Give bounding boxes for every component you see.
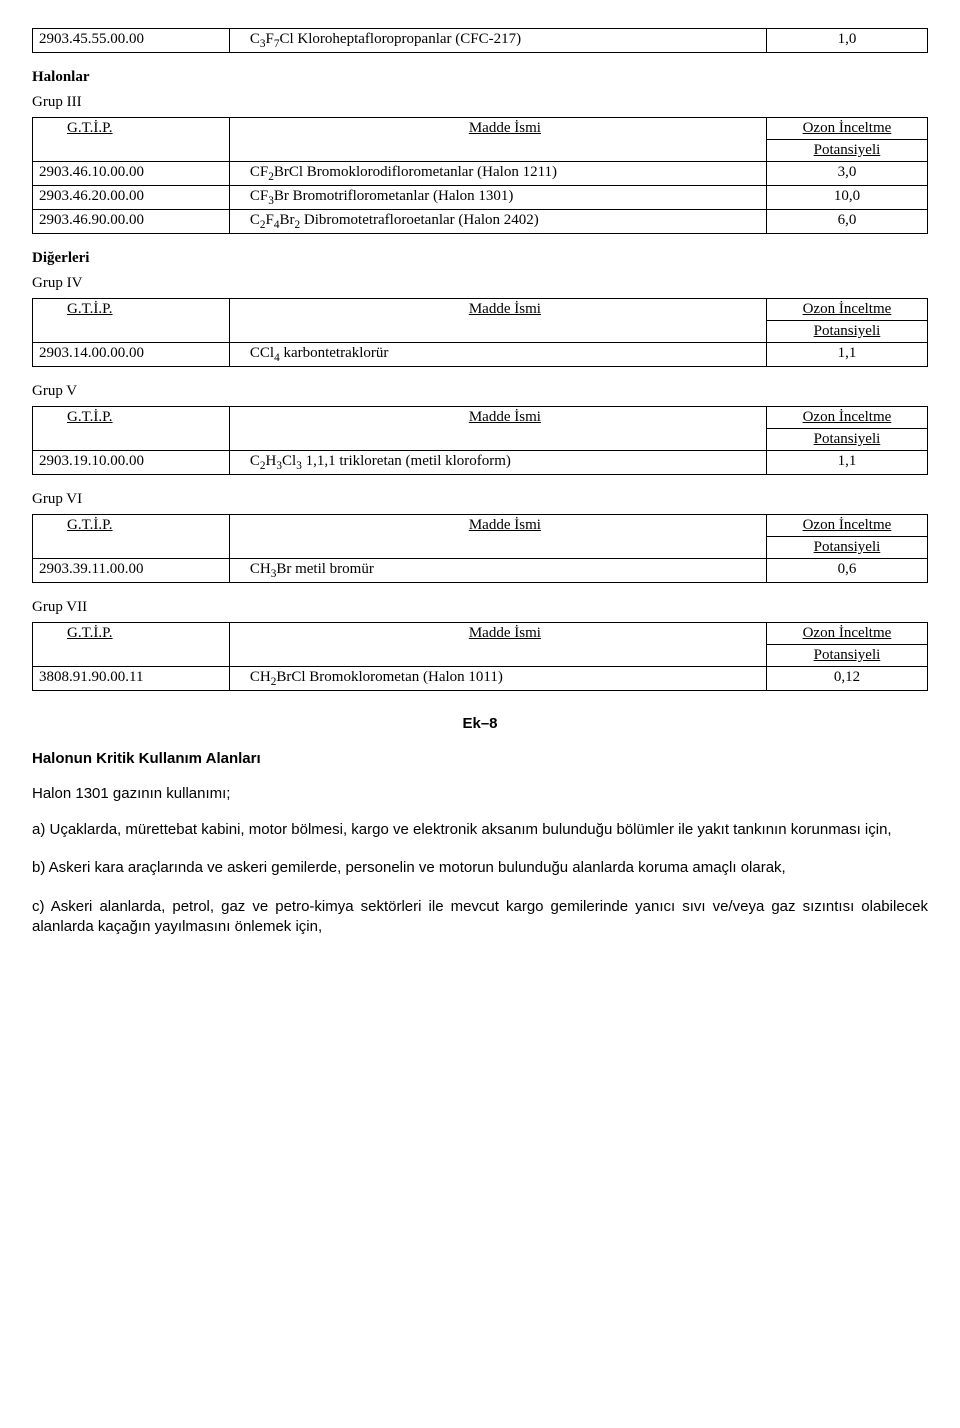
header-pot: Potansiyeli: [766, 321, 927, 343]
header-oi: Ozon İnceltme: [766, 407, 927, 429]
cell-code: 2903.39.11.00.00: [33, 559, 230, 583]
table-grup7: G.T.İ.P. Madde İsmi Ozon İnceltme Potans…: [32, 622, 928, 691]
table-row: 2903.45.55.00.00 C3F7Cl Kloroheptaflorop…: [33, 29, 928, 53]
table-header-row: G.T.İ.P. Madde İsmi Ozon İnceltme: [33, 515, 928, 537]
table-header-row: G.T.İ.P. Madde İsmi Ozon İnceltme: [33, 118, 928, 140]
cell-code: 2903.45.55.00.00: [33, 29, 230, 53]
table-grup4: G.T.İ.P. Madde İsmi Ozon İnceltme Potans…: [32, 298, 928, 367]
table-grup5: G.T.İ.P. Madde İsmi Ozon İnceltme Potans…: [32, 406, 928, 475]
header-pot: Potansiyeli: [766, 537, 927, 559]
cell-code: 2903.19.10.00.00: [33, 451, 230, 475]
cell-value: 1,1: [766, 451, 927, 475]
header-name: Madde İsmi: [229, 299, 766, 343]
table-row: 2903.14.00.00.00 CCl4 karbontetraklorür …: [33, 343, 928, 367]
cell-code: 3808.91.90.00.11: [33, 667, 230, 691]
header-oi: Ozon İnceltme: [766, 623, 927, 645]
table-cfc217: 2903.45.55.00.00 C3F7Cl Kloroheptaflorop…: [32, 28, 928, 53]
table-row: 2903.46.20.00.00 CF3Br Bromotriflorometa…: [33, 186, 928, 210]
header-pot: Potansiyeli: [766, 645, 927, 667]
table-row: 3808.91.90.00.11 CH2BrCl Bromoklorometan…: [33, 667, 928, 691]
cell-name: C2H3Cl3 1,1,1 trikloretan (metil klorofo…: [229, 451, 766, 475]
header-code: G.T.İ.P.: [33, 299, 230, 343]
table-row: 2903.46.90.00.00 C2F4Br2 Dibromotetraflo…: [33, 210, 928, 234]
cell-code: 2903.46.20.00.00: [33, 186, 230, 210]
header-oi: Ozon İnceltme: [766, 299, 927, 321]
cell-name: CCl4 karbontetraklorür: [229, 343, 766, 367]
table-row: 2903.39.11.00.00 CH3Br metil bromür 0,6: [33, 559, 928, 583]
paragraph-a: a) Uçaklarda, mürettebat kabini, motor b…: [32, 820, 928, 840]
heading-grup3: Grup III: [32, 94, 928, 111]
cell-value: 1,0: [766, 29, 927, 53]
table-row: 2903.46.10.00.00 CF2BrCl Bromoklorodiflo…: [33, 162, 928, 186]
ek8-label: Ek–8: [32, 715, 928, 732]
cell-name: C3F7Cl Kloroheptafloropropanlar (CFC-217…: [229, 29, 766, 53]
cell-name: CF3Br Bromotriflorometanlar (Halon 1301): [229, 186, 766, 210]
header-oi: Ozon İnceltme: [766, 515, 927, 537]
header-code: G.T.İ.P.: [33, 623, 230, 667]
table-grup6: G.T.İ.P. Madde İsmi Ozon İnceltme Potans…: [32, 514, 928, 583]
heading-grup5: Grup V: [32, 383, 928, 400]
ek8-title: Halonun Kritik Kullanım Alanları: [32, 750, 928, 767]
header-pot: Potansiyeli: [766, 429, 927, 451]
cell-value: 3,0: [766, 162, 927, 186]
cell-value: 0,12: [766, 667, 927, 691]
cell-value: 10,0: [766, 186, 927, 210]
header-code: G.T.İ.P.: [33, 407, 230, 451]
cell-name: CH2BrCl Bromoklorometan (Halon 1011): [229, 667, 766, 691]
table-header-row: G.T.İ.P. Madde İsmi Ozon İnceltme: [33, 407, 928, 429]
cell-name: CF2BrCl Bromoklorodiflorometanlar (Halon…: [229, 162, 766, 186]
heading-grup4: Grup IV: [32, 275, 928, 292]
cell-code: 2903.46.90.00.00: [33, 210, 230, 234]
heading-grup7: Grup VII: [32, 599, 928, 616]
header-name: Madde İsmi: [229, 515, 766, 559]
header-pot: Potansiyeli: [766, 140, 927, 162]
header-name: Madde İsmi: [229, 623, 766, 667]
header-oi: Ozon İnceltme: [766, 118, 927, 140]
table-header-row: G.T.İ.P. Madde İsmi Ozon İnceltme: [33, 623, 928, 645]
header-code: G.T.İ.P.: [33, 515, 230, 559]
header-name: Madde İsmi: [229, 118, 766, 162]
cell-code: 2903.46.10.00.00: [33, 162, 230, 186]
cell-name: C2F4Br2 Dibromotetrafloroetanlar (Halon …: [229, 210, 766, 234]
cell-name: CH3Br metil bromür: [229, 559, 766, 583]
table-header-row: G.T.İ.P. Madde İsmi Ozon İnceltme: [33, 299, 928, 321]
cell-value: 6,0: [766, 210, 927, 234]
cell-value: 1,1: [766, 343, 927, 367]
table-row: 2903.19.10.00.00 C2H3Cl3 1,1,1 trikloret…: [33, 451, 928, 475]
heading-halonlar: Halonlar: [32, 69, 928, 86]
header-name: Madde İsmi: [229, 407, 766, 451]
cell-code: 2903.14.00.00.00: [33, 343, 230, 367]
ek8-subtitle: Halon 1301 gazının kullanımı;: [32, 785, 928, 802]
table-grup3: G.T.İ.P. Madde İsmi Ozon İnceltme Potans…: [32, 117, 928, 234]
header-code: G.T.İ.P.: [33, 118, 230, 162]
paragraph-b: b) Askeri kara araçlarında ve askeri gem…: [32, 858, 928, 878]
heading-grup6: Grup VI: [32, 491, 928, 508]
paragraph-c: c) Askeri alanlarda, petrol, gaz ve petr…: [32, 897, 928, 938]
heading-digerleri: Diğerleri: [32, 250, 928, 267]
cell-value: 0,6: [766, 559, 927, 583]
